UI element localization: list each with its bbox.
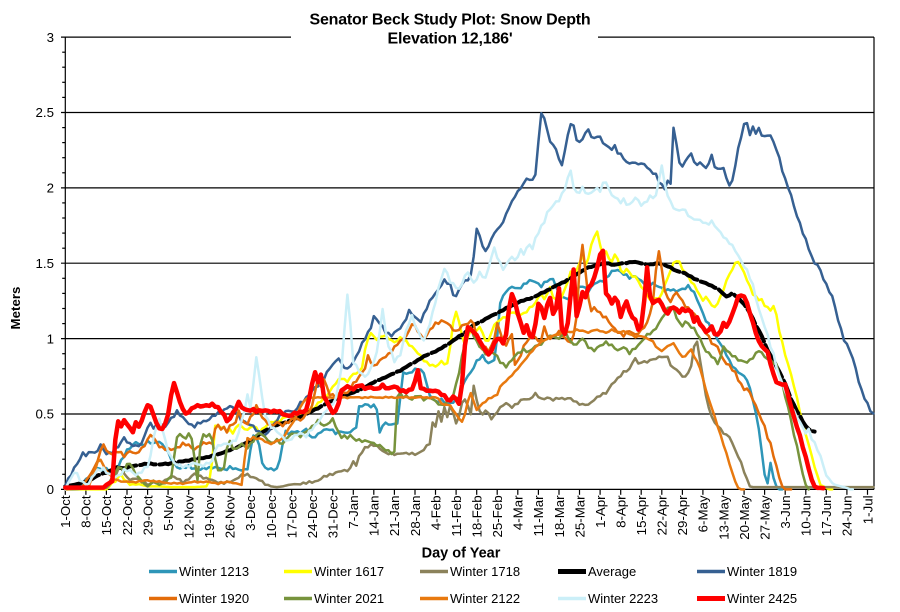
svg-text:4-Feb: 4-Feb [428,495,443,530]
svg-text:Winter 1213: Winter 1213 [179,564,249,579]
svg-text:2: 2 [47,181,54,196]
svg-text:2.5: 2.5 [36,105,55,120]
svg-text:0: 0 [47,482,54,497]
svg-text:1.5: 1.5 [36,256,55,271]
svg-text:Senator Beck Study Plot: Snow: Senator Beck Study Plot: Snow Depth [309,12,590,29]
svg-text:21-Jan: 21-Jan [387,495,402,536]
svg-text:24-Jun: 24-Jun [840,495,855,536]
svg-text:Winter 1920: Winter 1920 [179,591,249,606]
svg-text:3-Jun: 3-Jun [778,495,793,528]
svg-text:11-Mar: 11-Mar [531,495,546,537]
svg-text:Meters: Meters [8,287,23,330]
svg-text:12-Nov: 12-Nov [182,495,197,538]
svg-text:24-Dec: 24-Dec [305,495,320,538]
svg-text:Winter 2021: Winter 2021 [314,591,384,606]
svg-text:Winter 2223: Winter 2223 [588,591,658,606]
svg-text:17-Dec: 17-Dec [284,495,299,538]
svg-text:Elevation 12,186': Elevation 12,186' [388,31,513,48]
svg-text:31-Dec: 31-Dec [326,495,341,538]
svg-text:1: 1 [47,331,54,346]
svg-text:1-Oct: 1-Oct [58,495,73,528]
svg-text:18-Feb: 18-Feb [470,495,485,537]
svg-text:8-Apr: 8-Apr [614,495,629,528]
svg-text:13-May: 13-May [716,495,731,540]
svg-text:10-Jun: 10-Jun [799,495,814,536]
svg-text:15-Apr: 15-Apr [634,495,649,535]
svg-text:25-Feb: 25-Feb [490,495,505,537]
svg-text:Winter 2122: Winter 2122 [450,591,520,606]
svg-text:6-May: 6-May [696,495,711,532]
svg-text:22-Apr: 22-Apr [655,495,670,535]
svg-text:10-Dec: 10-Dec [264,495,279,538]
svg-text:27-May: 27-May [757,495,772,540]
svg-text:Average: Average [588,564,636,579]
svg-text:29-Apr: 29-Apr [675,495,690,535]
svg-text:14-Jan: 14-Jan [367,495,382,536]
svg-text:3-Dec: 3-Dec [243,495,258,531]
svg-text:28-Jan: 28-Jan [408,495,423,536]
svg-text:22-Oct: 22-Oct [120,495,135,535]
svg-text:1-Apr: 1-Apr [593,495,608,528]
svg-text:Winter 1617: Winter 1617 [314,564,384,579]
svg-text:26-Nov: 26-Nov [223,495,238,538]
svg-text:15-Oct: 15-Oct [99,495,114,535]
svg-text:25-Mar: 25-Mar [572,495,587,538]
svg-text:18-Mar: 18-Mar [552,495,567,538]
svg-text:Winter 1819: Winter 1819 [727,564,797,579]
svg-text:Winter 2425: Winter 2425 [727,591,797,606]
svg-text:Winter 1718: Winter 1718 [450,564,520,579]
svg-text:29-Oct: 29-Oct [140,495,155,535]
svg-text:7-Jan: 7-Jan [346,495,361,528]
svg-text:Day of Year: Day of Year [422,546,501,562]
svg-text:20-May: 20-May [737,495,752,540]
svg-text:19-Nov: 19-Nov [202,495,217,538]
svg-text:4-Mar: 4-Mar [511,495,526,530]
svg-text:17-Jun: 17-Jun [819,495,834,536]
svg-text:0.5: 0.5 [36,407,55,422]
svg-text:3: 3 [47,30,54,45]
svg-text:11-Feb: 11-Feb [449,495,464,536]
svg-text:1-Jul: 1-Jul [860,495,875,524]
svg-text:8-Oct: 8-Oct [79,495,94,528]
svg-text:5-Nov: 5-Nov [161,495,176,531]
